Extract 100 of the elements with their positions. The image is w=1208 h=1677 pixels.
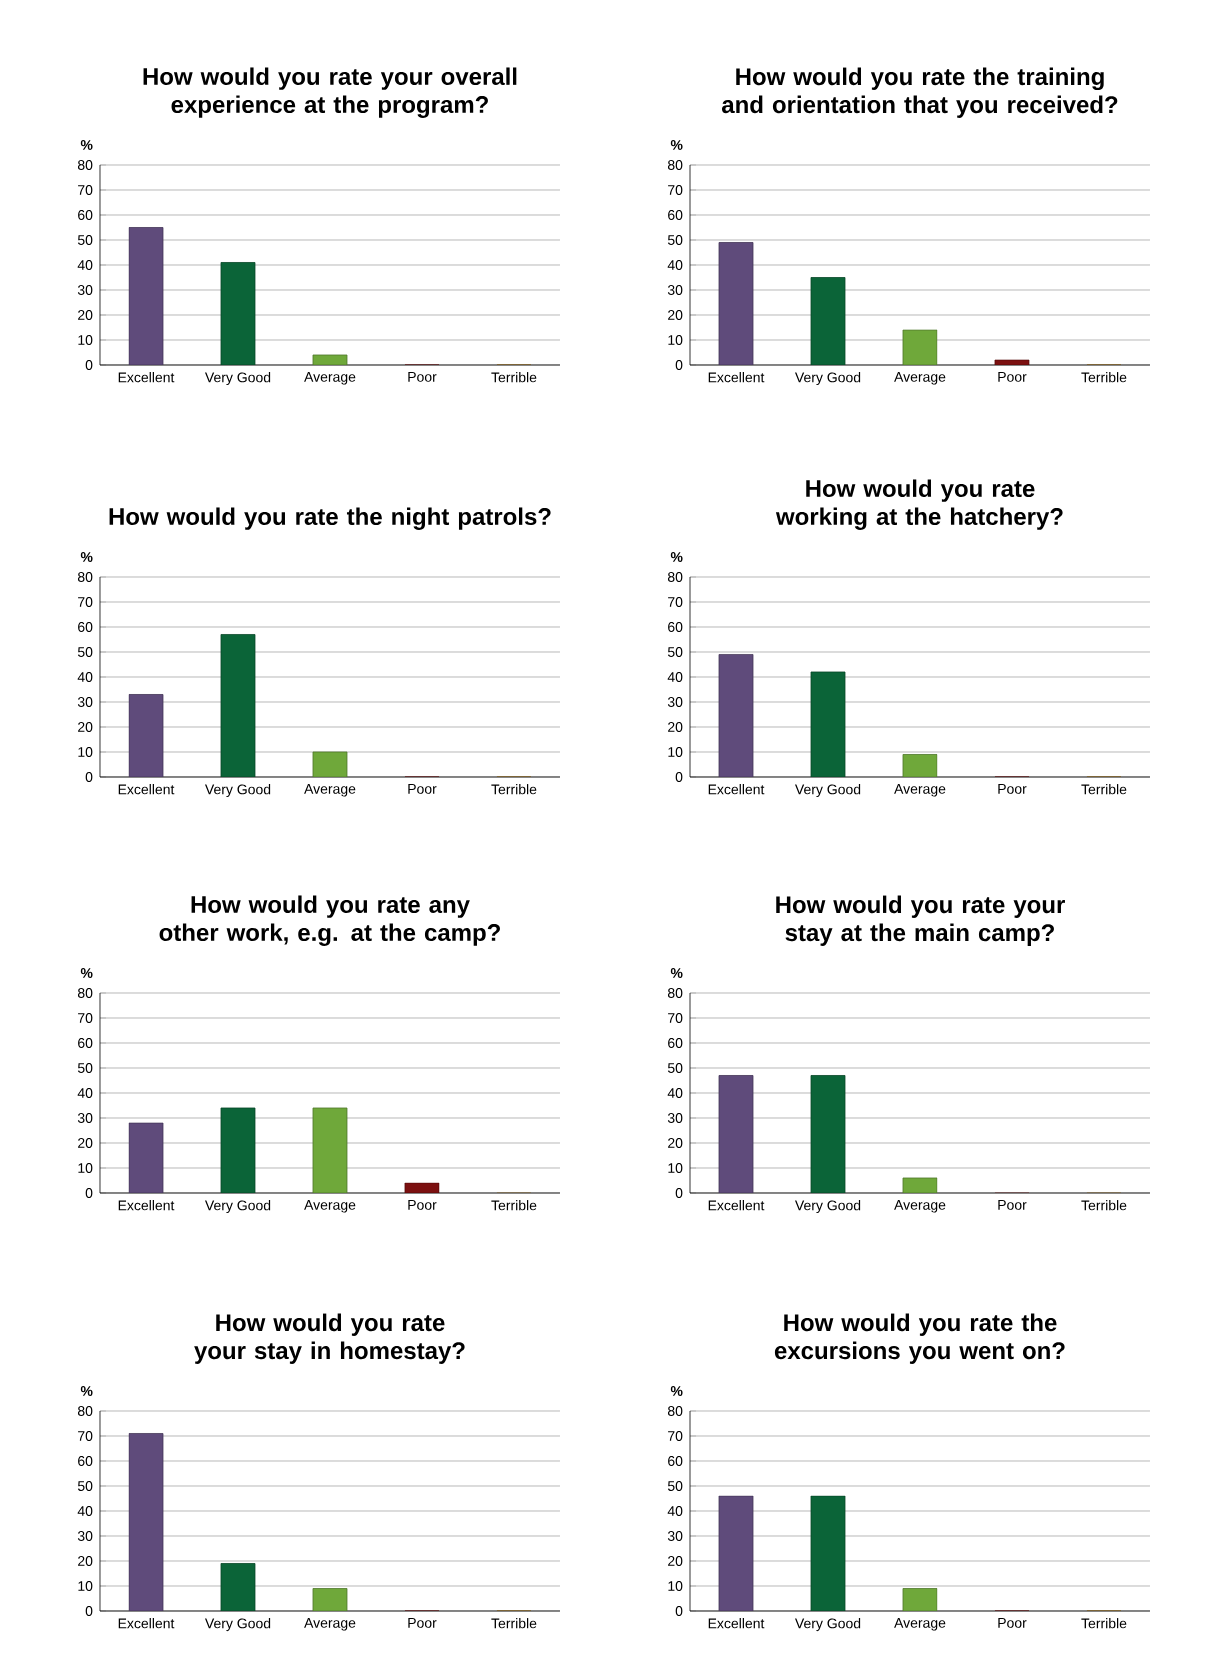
y-tick-label: 50 [667, 235, 683, 245]
x-tick-label: Average [894, 784, 946, 797]
y-tick-label: 50 [77, 1063, 93, 1073]
y-tick-label: 20 [78, 1138, 93, 1148]
y-tick-label: 60 [78, 622, 93, 632]
x-tick-label: Very Good [794, 372, 861, 386]
y-tick-label: 60 [668, 622, 683, 632]
y-tick-label: 0 [675, 1188, 683, 1198]
x-tick-label: Terrible [1081, 372, 1127, 383]
y-axis-title: % [670, 552, 683, 562]
x-tick-label: Poor [408, 372, 437, 382]
y-tick-label: 80 [77, 1406, 93, 1416]
y-tick-label: 0 [675, 360, 683, 370]
x-tick-label: Very Good [794, 784, 861, 798]
x-tick-label: Excellent [118, 784, 175, 795]
x-tick-label: Poor [998, 372, 1027, 382]
y-tick-label: 70 [78, 1431, 93, 1441]
x-tick-label: Excellent [708, 1618, 765, 1629]
x-tick-label: Average [304, 784, 356, 797]
y-tick-label: 30 [667, 1113, 683, 1123]
y-axis-title: % [80, 968, 93, 978]
y-tick-label: 60 [78, 1456, 93, 1466]
x-tick-label: Terrible [491, 372, 537, 383]
x-tick-label: Average [894, 372, 946, 385]
x-tick-label: Very Good [204, 1200, 271, 1214]
y-tick-label: 60 [668, 210, 683, 220]
y-tick-label: 50 [77, 235, 93, 245]
y-tick-label: 50 [667, 1481, 683, 1491]
y-tick-label: 0 [85, 360, 93, 370]
y-tick-label: 70 [78, 597, 93, 607]
x-tick-label: Very Good [204, 784, 271, 798]
y-tick-label: 30 [667, 1531, 683, 1541]
y-tick-label: 40 [667, 1088, 683, 1098]
y-tick-label: 30 [77, 1531, 93, 1541]
y-tick-label: 30 [667, 697, 683, 707]
x-tick-label: Terrible [1081, 1618, 1127, 1629]
y-tick-label: 10 [668, 1581, 683, 1591]
chart-title: How would you rate any other work, e.g. at the camp? [159, 895, 500, 946]
y-tick-label: 70 [668, 1013, 683, 1023]
y-tick-label: 80 [667, 572, 683, 582]
x-tick-label: Very Good [794, 1200, 861, 1214]
y-axis-title: % [670, 1386, 683, 1396]
x-tick-label: Terrible [491, 1618, 537, 1629]
y-tick-label: 60 [668, 1038, 683, 1048]
y-axis-title: % [80, 140, 93, 150]
chart-title: How would you rate the training and orientation that you received? [722, 67, 1118, 118]
y-tick-label: 80 [667, 988, 683, 998]
x-tick-label: Average [894, 1200, 946, 1213]
chart-title: How would you rate your stay in homestay? [194, 1313, 465, 1364]
x-tick-label: Terrible [491, 1200, 537, 1211]
y-tick-label: 10 [78, 1163, 93, 1173]
y-tick-label: 40 [77, 1506, 93, 1516]
y-tick-label: 70 [668, 597, 683, 607]
y-tick-label: 80 [77, 160, 93, 170]
y-tick-label: 0 [85, 1188, 93, 1198]
y-axis-title: % [670, 140, 683, 150]
y-tick-label: 20 [668, 722, 683, 732]
x-tick-label: Excellent [118, 1200, 175, 1211]
x-tick-label: Average [304, 1618, 356, 1631]
y-tick-label: 50 [667, 1063, 683, 1073]
y-axis-title: % [670, 968, 683, 978]
y-tick-label: 60 [78, 210, 93, 220]
x-tick-label: Excellent [118, 372, 175, 383]
y-tick-label: 30 [667, 285, 683, 295]
x-tick-label: Terrible [1081, 784, 1127, 795]
y-tick-label: 0 [85, 1606, 93, 1616]
x-tick-label: Poor [998, 1618, 1027, 1628]
y-tick-label: 40 [667, 1506, 683, 1516]
y-tick-label: 0 [675, 1606, 683, 1616]
y-tick-label: 60 [668, 1456, 683, 1466]
y-tick-label: 40 [77, 672, 93, 682]
y-tick-label: 70 [668, 185, 683, 195]
y-tick-label: 10 [668, 335, 683, 345]
y-tick-label: 50 [667, 647, 683, 657]
y-tick-label: 0 [85, 772, 93, 782]
y-tick-label: 70 [78, 1013, 93, 1023]
x-tick-label: Poor [408, 1618, 437, 1628]
y-axis-title: % [80, 1386, 93, 1396]
y-tick-label: 80 [77, 572, 93, 582]
x-tick-label: Poor [998, 1200, 1027, 1210]
y-tick-label: 10 [668, 747, 683, 757]
y-tick-label: 40 [77, 1088, 93, 1098]
y-tick-label: 40 [667, 260, 683, 270]
y-axis-title: % [80, 552, 93, 562]
y-tick-label: 20 [668, 1556, 683, 1566]
y-tick-label: 20 [668, 310, 683, 320]
x-tick-label: Poor [408, 1200, 437, 1210]
x-tick-label: Terrible [1081, 1200, 1127, 1211]
chart-title: How would you rate the excursions you went on? [774, 1313, 1065, 1364]
y-tick-label: 10 [78, 1581, 93, 1591]
y-tick-label: 60 [78, 1038, 93, 1048]
x-tick-label: Very Good [794, 1618, 861, 1632]
y-tick-label: 20 [78, 1556, 93, 1566]
y-tick-label: 30 [77, 697, 93, 707]
y-tick-label: 80 [667, 160, 683, 170]
y-tick-label: 20 [78, 310, 93, 320]
x-tick-label: Poor [408, 784, 437, 794]
x-tick-label: Very Good [204, 372, 271, 386]
y-tick-label: 70 [78, 185, 93, 195]
x-tick-label: Average [304, 372, 356, 385]
